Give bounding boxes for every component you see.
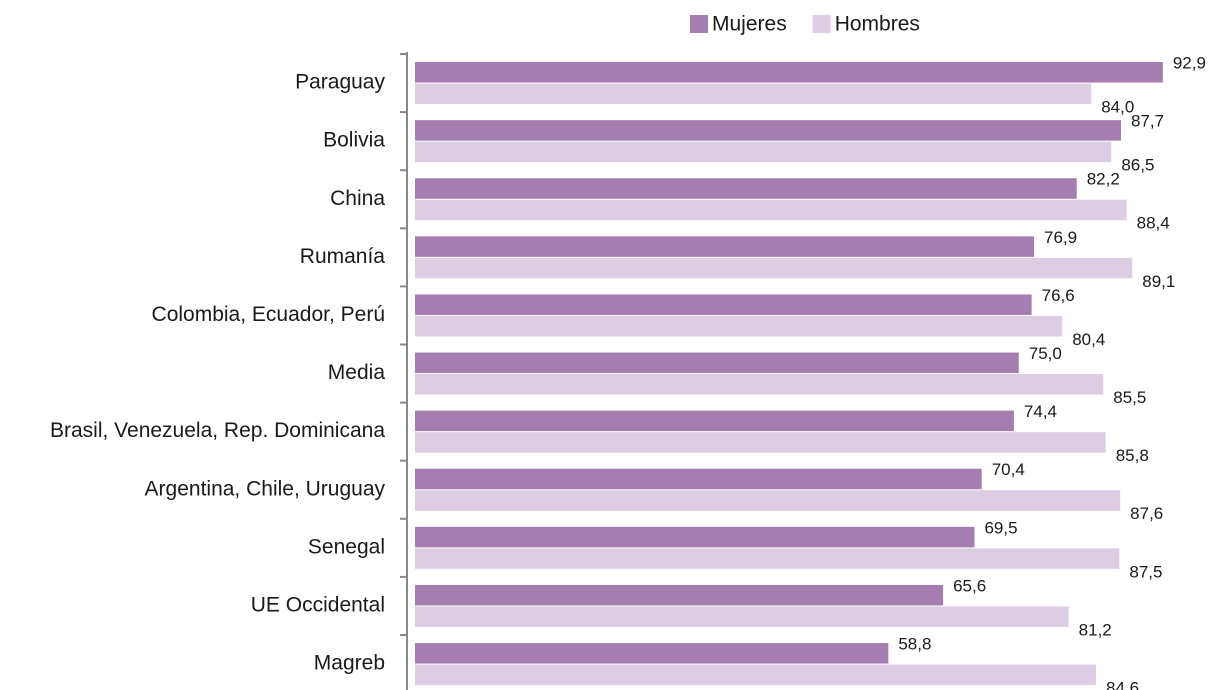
- data-label: 82,2: [1087, 170, 1120, 189]
- data-label: 81,2: [1079, 620, 1112, 639]
- data-label: 87,5: [1129, 562, 1162, 581]
- data-label: 84,0: [1101, 98, 1134, 117]
- bar: [415, 664, 1097, 686]
- legend-label: Hombres: [835, 13, 920, 36]
- data-label: 58,8: [898, 635, 931, 654]
- category-label: Argentina, Chile, Uruguay: [145, 477, 386, 500]
- category-label: Bolivia: [323, 129, 385, 152]
- bar: [415, 178, 1077, 199]
- data-label: 85,5: [1113, 388, 1146, 407]
- data-label: 65,6: [953, 576, 986, 595]
- bar: [415, 294, 1032, 315]
- bar: [415, 374, 1104, 395]
- bar: [415, 141, 1112, 163]
- bar: [415, 120, 1121, 141]
- data-label: 76,6: [1042, 286, 1075, 305]
- bar: [415, 199, 1127, 221]
- category-label: China: [330, 187, 385, 210]
- category-label: Magreb: [314, 652, 385, 675]
- bar: [415, 548, 1120, 569]
- legend-swatch: [690, 15, 708, 33]
- data-label: 75,0: [1029, 344, 1062, 363]
- bar: [415, 526, 975, 548]
- category-label: Brasil, Venezuela, Rep. Dominicana: [50, 419, 385, 442]
- data-label: 80,4: [1072, 330, 1105, 349]
- bar: [415, 410, 1014, 432]
- bar: [415, 606, 1069, 627]
- bar: [415, 62, 1163, 83]
- data-label: 74,4: [1024, 402, 1057, 421]
- category-label: Colombia, Ecuador, Perú: [152, 303, 385, 326]
- legend-label: Mujeres: [712, 13, 787, 36]
- bar: [415, 432, 1106, 453]
- category-label: Paraguay: [295, 71, 385, 94]
- bar: [415, 257, 1133, 279]
- data-label: 85,8: [1116, 446, 1149, 465]
- bar: [415, 83, 1092, 105]
- data-label: 69,5: [984, 518, 1017, 537]
- data-label: 88,4: [1137, 214, 1170, 233]
- legend-swatch: [812, 15, 831, 33]
- data-label: 89,1: [1142, 272, 1175, 291]
- category-label: Media: [328, 361, 386, 384]
- bar: [415, 315, 1063, 337]
- bar: [415, 236, 1035, 257]
- category-label: Rumanía: [300, 245, 386, 268]
- bar: [415, 352, 1019, 374]
- category-label: Senegal: [308, 535, 385, 558]
- data-label: 84,6: [1106, 679, 1139, 690]
- data-label: 76,9: [1044, 228, 1077, 247]
- bar: [415, 468, 982, 490]
- category-label: UE Occidental: [251, 593, 385, 616]
- bar: [415, 584, 944, 606]
- data-label: 92,9: [1173, 54, 1206, 73]
- data-label: 86,5: [1121, 156, 1154, 175]
- data-label: 87,7: [1131, 112, 1164, 131]
- bar: [415, 643, 889, 664]
- data-label: 87,6: [1130, 504, 1163, 523]
- data-label: 70,4: [992, 460, 1025, 479]
- bar: [415, 490, 1121, 511]
